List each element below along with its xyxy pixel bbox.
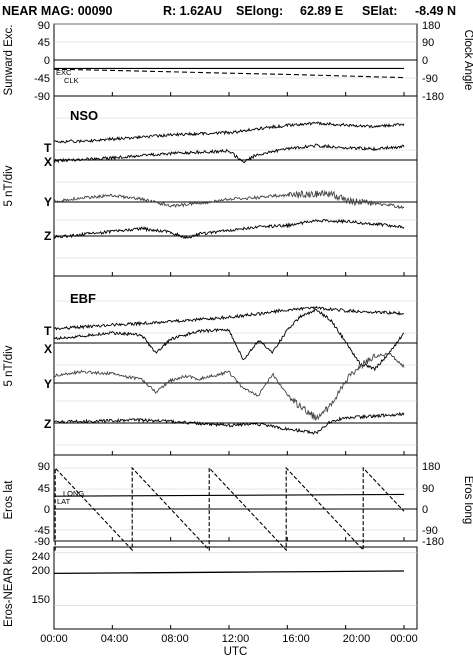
panel-range: 240 200 150 Eros-NEAR km <box>3 549 417 627</box>
series-line-z <box>53 218 405 240</box>
tick-label: 200 <box>32 565 50 577</box>
legend-clk: CLK <box>64 76 79 85</box>
ebf-series <box>53 305 405 435</box>
tick-label: -45 <box>34 525 50 537</box>
panel-range-frame <box>53 546 418 630</box>
panel-eros: 90 45 0 -45 -90 180 90 0 -90 -180 Eros l… <box>3 461 473 552</box>
tick-label: -180 <box>422 91 444 103</box>
ebf-label: EBF <box>70 291 96 306</box>
nso-gridlines <box>54 117 417 259</box>
tick-label: 90 <box>422 483 434 495</box>
tick-label: 45 <box>38 483 50 495</box>
tick-label: -90 <box>34 91 50 103</box>
sunward-ylabel: Sunward Exc. <box>3 25 15 96</box>
title-selong-value: 62.89 E <box>300 4 343 18</box>
sunward-series <box>53 67 405 79</box>
series-line-y <box>53 189 405 210</box>
tick-label: 0 <box>44 55 50 67</box>
x-tick-label: 08:00 <box>161 633 189 645</box>
ebf-row-label-y: Y <box>44 377 52 391</box>
panel-ebf: EBF T X Y Z 5 nT/div <box>3 291 417 446</box>
panel-nso: NSO T X Y Z 5 nT/div <box>3 108 417 259</box>
ebf-row-label-x: X <box>44 342 52 356</box>
series-line-clk <box>53 68 405 79</box>
x-tick-label: 12:00 <box>222 633 250 645</box>
tick-label: -90 <box>422 73 438 85</box>
ebf-row-label-z: Z <box>44 417 51 431</box>
ebf-row-label-t: T <box>44 324 52 338</box>
x-tick-label: 20:00 <box>343 633 371 645</box>
tick-label: 240 <box>32 551 50 563</box>
panel-nso-frame <box>53 95 418 277</box>
title-distance: R: 1.62AU <box>163 4 222 18</box>
legend-exc: EXC <box>56 68 72 77</box>
nso-ylabel: 5 nT/div <box>3 165 15 206</box>
nso-label: NSO <box>70 108 98 123</box>
series-line-x <box>53 143 405 164</box>
title-selong-label: SElong: <box>236 4 283 18</box>
title-selat-value: -8.49 N <box>415 4 456 18</box>
tick-label: -90 <box>34 536 50 548</box>
series-line-long <box>54 466 405 552</box>
eros-left-ticks: 90 45 0 -45 -90 <box>34 461 50 548</box>
series-line-t <box>53 121 405 144</box>
tick-label: 90 <box>38 461 50 473</box>
figure-title: NEAR MAG: 00090 R: 1.62AU SElong: 62.89 … <box>2 4 456 18</box>
title-selat-label: SElat: <box>362 4 397 18</box>
series-line-t <box>53 305 405 331</box>
ebf-ylabel: 5 nT/div <box>3 345 15 386</box>
series-line-y <box>53 352 405 421</box>
tick-label: 90 <box>38 20 50 32</box>
sunward-gridlines <box>54 23 417 79</box>
nso-row-label-y: Y <box>44 195 52 209</box>
x-tick-label: 04:00 <box>101 633 129 645</box>
eros-gridlines <box>54 467 417 531</box>
x-tick-label: 00:00 <box>40 633 68 645</box>
tick-label: -90 <box>422 525 438 537</box>
tick-label: 0 <box>44 504 50 516</box>
x-axis-ticks: 00:00 04:00 08:00 12:00 16:00 20:00 00:0… <box>40 92 418 645</box>
nso-row-label-t: T <box>44 141 52 155</box>
tick-label: 180 <box>422 20 440 32</box>
sunward-left-ticks: 90 45 0 -45 -90 <box>34 20 50 103</box>
sunward-right-ticks: 180 90 0 -90 -180 <box>422 20 444 103</box>
range-series <box>53 570 405 575</box>
eros-right-ticks: 180 90 0 -90 -180 <box>422 461 444 548</box>
series-line-z <box>53 411 405 435</box>
x-tick-label: 16:00 <box>282 633 310 645</box>
range-left-ticks: 240 200 150 <box>32 551 50 606</box>
x-axis-label: UTC <box>224 646 248 656</box>
nso-row-label-x: X <box>44 155 52 169</box>
range-gridlines <box>54 552 417 606</box>
ebf-gridlines <box>54 300 417 446</box>
tick-label: 0 <box>422 55 428 67</box>
tick-label: 90 <box>422 37 434 49</box>
nso-row-label-z: Z <box>44 229 51 243</box>
title-prefix: NEAR MAG: 00090 <box>2 4 112 18</box>
panel-eros-frame <box>53 454 418 542</box>
legend-lat: LAT <box>57 497 71 506</box>
legend-long: LONG <box>63 489 84 498</box>
tick-label: -45 <box>34 73 50 85</box>
x-tick-label: 00:00 <box>390 633 418 645</box>
tick-label: 45 <box>38 37 50 49</box>
tick-label: 150 <box>32 594 50 606</box>
eros-long-ylabel: Eros long <box>462 476 473 525</box>
eros-series <box>53 466 405 552</box>
nso-series <box>53 121 405 240</box>
range-ylabel: Eros-NEAR km <box>3 549 15 627</box>
series-line-x <box>53 308 405 372</box>
series-line-lat <box>53 493 405 497</box>
eros-lat-ylabel: Eros lat <box>3 480 15 520</box>
series-line-range <box>53 570 405 575</box>
tick-label: 0 <box>422 504 428 516</box>
clock-angle-ylabel: Clock Angle <box>462 30 473 91</box>
tick-label: 180 <box>422 461 440 473</box>
panel-sunward: 90 45 0 -45 -90 180 90 0 -90 -180 Sunwar… <box>3 20 473 103</box>
tick-label: -180 <box>422 536 444 548</box>
